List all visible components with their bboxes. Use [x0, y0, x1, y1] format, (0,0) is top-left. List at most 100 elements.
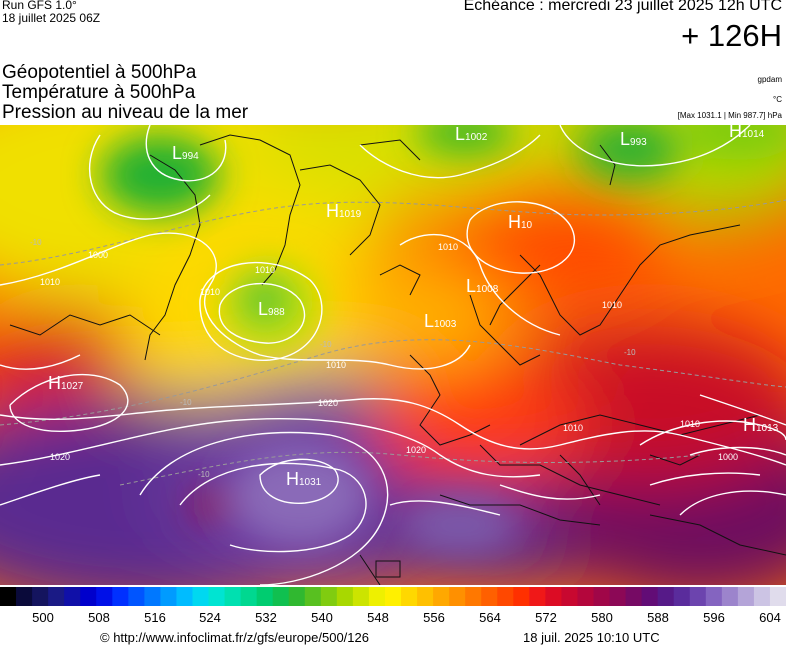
colorbar-tick: 556 — [423, 610, 445, 625]
pressure-center: L993 — [620, 129, 647, 149]
isotherm-label: -10 — [198, 470, 210, 479]
colorbar-swatch — [417, 587, 434, 606]
colorbar-swatch — [128, 587, 145, 606]
colorbar-swatch — [320, 587, 338, 606]
pressure-center: H1027 — [48, 373, 84, 393]
isobars — [0, 125, 786, 585]
map-inset-marker — [375, 560, 401, 578]
colorbar-swatch — [753, 587, 771, 606]
temperature-labels: -10 -10 -10 -10 -10 — [30, 238, 636, 479]
colorbar-swatch — [352, 587, 370, 606]
colorbar-swatch — [609, 587, 627, 606]
colorbar-swatch — [401, 587, 418, 606]
pressure-center: H1014 — [729, 125, 765, 141]
colorbar-swatch — [112, 587, 129, 606]
colorbar-swatch — [192, 587, 210, 606]
colorbar-swatch — [705, 587, 723, 606]
colorbar-swatch — [465, 587, 482, 606]
isobar-label: 1010 — [255, 265, 275, 275]
colorbar-swatch — [481, 587, 498, 606]
colorbar-swatch — [64, 587, 81, 606]
colorbar-tick: 564 — [479, 610, 501, 625]
colorbar-swatch — [593, 587, 611, 606]
colorbar-swatch — [208, 587, 226, 606]
weather-map: L994 L1002 L993 H1014 H1019 H10 L988 L10… — [0, 125, 786, 585]
colorbar-swatch — [272, 587, 290, 606]
colorbar-swatch — [737, 587, 755, 606]
isobar-label: 1000 — [88, 250, 108, 260]
run-date-label: 18 juillet 2025 06Z — [2, 11, 101, 25]
colorbar-swatch — [96, 587, 113, 606]
colorbar-swatch — [641, 587, 659, 606]
colorbar-swatch — [80, 587, 97, 606]
colorbar-tick: 524 — [199, 610, 221, 625]
pressure-centers: L994 L1002 L993 H1014 H1019 H10 L988 L10… — [48, 125, 779, 489]
colorbar-swatch — [256, 587, 274, 606]
colorbar-swatch — [529, 587, 546, 606]
colorbar-swatch — [513, 587, 530, 606]
colorbar-swatch — [16, 587, 33, 606]
isobar-label: 1010 — [680, 419, 700, 429]
colorbar-swatch — [625, 587, 643, 606]
colorbar-swatch — [224, 587, 242, 606]
colorbar-tick: 572 — [535, 610, 557, 625]
colorbar-swatch — [689, 587, 707, 606]
isobar-label: 1020 — [318, 398, 338, 408]
isobar-label: 1010 — [602, 300, 622, 310]
colorbar-swatch — [657, 587, 675, 606]
generation-timestamp: 18 juil. 2025 10:10 UTC — [523, 630, 660, 645]
isobar-label: 1010 — [563, 423, 583, 433]
pressure-center: H1031 — [286, 469, 322, 489]
isobar-label: 1010 — [40, 277, 60, 287]
colorbar — [0, 587, 786, 606]
colorbar-swatch — [304, 587, 322, 606]
forecast-valid-time: Echéance : mercredi 23 juillet 2025 12h … — [463, 0, 782, 14]
colorbar-swatch — [176, 587, 194, 606]
legend-pressure: Pression au niveau de la mer — [2, 102, 249, 123]
colorbar-tick: 604 — [759, 610, 781, 625]
colorbar-swatch — [561, 587, 579, 606]
isobar-label: 1010 — [200, 287, 220, 297]
unit-temperature: °C — [773, 95, 782, 104]
colorbar-tick: 516 — [144, 610, 166, 625]
colorbar-tick: 548 — [367, 610, 389, 625]
colorbar-tick: 588 — [647, 610, 669, 625]
colorbar-swatch — [433, 587, 450, 606]
colorbar-swatch — [721, 587, 739, 606]
isobar-label: 1010 — [438, 242, 458, 252]
weather-map-svg: L994 L1002 L993 H1014 H1019 H10 L988 L10… — [0, 125, 786, 585]
source-link[interactable]: © http://www.infoclimat.fr/z/gfs/europe/… — [100, 630, 369, 645]
legend-temperature: Température à 500hPa — [2, 82, 196, 103]
pressure-center: L994 — [172, 143, 199, 163]
colorbar-swatch — [673, 587, 691, 606]
colorbar-tick: 532 — [255, 610, 277, 625]
colorbar-swatch — [368, 587, 386, 606]
pressure-center: L1008 — [466, 276, 499, 296]
pressure-center: H10 — [508, 212, 533, 232]
unit-geopotential: gpdam — [757, 75, 782, 84]
isobar-labels: 1010 1000 1010 1010 1010 1020 1020 1020 … — [40, 242, 738, 462]
colorbar-swatch — [577, 587, 595, 606]
colorbar-tick: 580 — [591, 610, 613, 625]
colorbar-swatch — [288, 587, 306, 606]
isobar-label: 1010 — [326, 360, 346, 370]
colorbar-swatch — [144, 587, 162, 606]
pressure-center: L1003 — [424, 311, 457, 331]
colorbar-swatch — [545, 587, 563, 606]
colorbar-swatch — [497, 587, 514, 606]
colorbar-swatch — [240, 587, 258, 606]
isotherm-label: -10 — [624, 348, 636, 357]
pressure-range: [Max 1031.1 | Min 987.7] hPa — [677, 111, 782, 120]
legend-geopotential: Géopotentiel à 500hPa — [2, 62, 197, 83]
pressure-center: H1019 — [326, 201, 362, 221]
colorbar-swatch — [769, 587, 786, 606]
colorbar-swatch — [384, 587, 402, 606]
colorbar-swatch — [32, 587, 49, 606]
isobar-label: 1020 — [406, 445, 426, 455]
pressure-center: L988 — [258, 299, 285, 319]
colorbar-swatch — [336, 587, 354, 606]
colorbar-swatch — [160, 587, 178, 606]
run-model-label: Run GFS 1.0° — [2, 0, 77, 12]
colorbar-swatch — [48, 587, 65, 606]
colorbar-swatch — [449, 587, 466, 606]
